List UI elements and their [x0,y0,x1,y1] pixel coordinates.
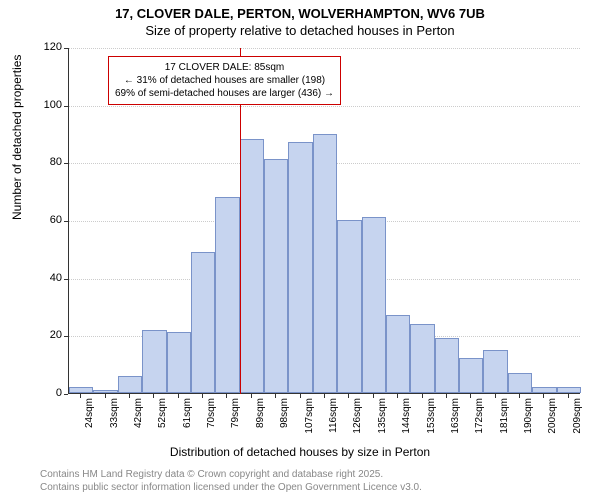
x-tick-mark [178,394,179,398]
histogram-bar [410,324,434,393]
footnote-line2: Contains public sector information licen… [40,481,422,494]
x-tick-mark [129,394,130,398]
y-tick-label: 120 [32,41,62,53]
histogram-bar [508,373,532,393]
x-tick-mark [422,394,423,398]
histogram-bar [557,387,581,393]
x-tick-mark [519,394,520,398]
x-tick-label: 209sqm [572,398,583,448]
x-tick-mark [397,394,398,398]
y-tick-label: 60 [32,214,62,226]
x-tick-mark [470,394,471,398]
x-tick-label: 61sqm [182,398,193,448]
x-tick-label: 163sqm [450,398,461,448]
x-tick-mark [348,394,349,398]
y-axis-label: Number of detached properties [10,55,24,220]
x-tick-mark [324,394,325,398]
x-tick-mark [226,394,227,398]
histogram-bar [264,159,288,393]
x-tick-label: 126sqm [352,398,363,448]
y-tick-label: 20 [32,329,62,341]
x-tick-mark [495,394,496,398]
histogram-bar [386,315,410,393]
x-tick-label: 190sqm [523,398,534,448]
x-tick-mark [251,394,252,398]
histogram-bar [191,252,215,393]
x-tick-label: 153sqm [426,398,437,448]
chart-title: 17, CLOVER DALE, PERTON, WOLVERHAMPTON, … [0,6,600,38]
x-tick-mark [446,394,447,398]
x-tick-mark [373,394,374,398]
x-tick-label: 144sqm [401,398,412,448]
x-tick-label: 79sqm [230,398,241,448]
x-axis-label: Distribution of detached houses by size … [0,445,600,459]
histogram-bar [532,387,556,393]
histogram-bar [118,376,142,393]
y-tick-label: 100 [32,99,62,111]
info-box: 17 CLOVER DALE: 85sqm ← 31% of detached … [108,56,341,105]
x-tick-mark [105,394,106,398]
x-tick-label: 181sqm [499,398,510,448]
footnote: Contains HM Land Registry data © Crown c… [40,468,422,494]
histogram-bar [240,139,264,393]
title-line1: 17, CLOVER DALE, PERTON, WOLVERHAMPTON, … [0,6,600,21]
footnote-line1: Contains HM Land Registry data © Crown c… [40,468,422,481]
histogram-bar [69,387,93,393]
histogram-bar [435,338,459,393]
histogram-bar [167,332,191,393]
x-tick-label: 116sqm [328,398,339,448]
x-tick-label: 52sqm [157,398,168,448]
x-tick-mark [153,394,154,398]
x-tick-mark [275,394,276,398]
x-tick-mark [543,394,544,398]
x-tick-label: 70sqm [206,398,217,448]
title-line2: Size of property relative to detached ho… [0,23,600,38]
histogram-bar [288,142,312,393]
x-tick-label: 24sqm [84,398,95,448]
histogram-bar [362,217,386,393]
histogram-bar [313,134,337,394]
histogram-bar [483,350,507,393]
histogram-bar [459,358,483,393]
x-tick-label: 33sqm [109,398,120,448]
y-tick-label: 80 [32,156,62,168]
x-tick-label: 200sqm [547,398,558,448]
x-tick-label: 98sqm [279,398,290,448]
x-tick-mark [300,394,301,398]
y-tick-label: 0 [32,387,62,399]
y-tick-mark [64,394,68,395]
x-tick-label: 89sqm [255,398,266,448]
info-box-line3: 69% of semi-detached houses are larger (… [115,87,334,100]
x-tick-label: 42sqm [133,398,144,448]
x-tick-mark [568,394,569,398]
x-tick-mark [80,394,81,398]
histogram-bar [93,390,117,393]
histogram-bar [337,220,361,393]
info-box-line1: 17 CLOVER DALE: 85sqm [115,61,334,74]
histogram-bar [215,197,239,393]
y-tick-label: 40 [32,272,62,284]
histogram-bar [142,330,166,393]
chart-container: 17, CLOVER DALE, PERTON, WOLVERHAMPTON, … [0,0,600,500]
x-tick-label: 107sqm [304,398,315,448]
x-tick-label: 172sqm [474,398,485,448]
x-tick-label: 135sqm [377,398,388,448]
x-tick-mark [202,394,203,398]
info-box-line2: ← 31% of detached houses are smaller (19… [115,74,334,87]
